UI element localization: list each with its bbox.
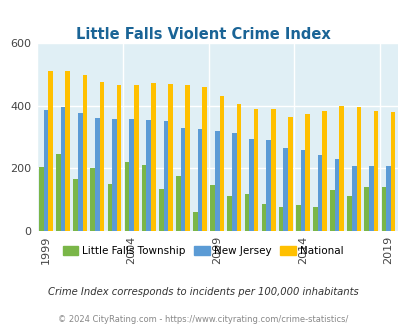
Bar (134, 85, 138, 231)
Bar (151, 83, 155, 231)
Bar (368, 166, 373, 231)
Bar (146, 120, 151, 231)
Bar (210, 184, 214, 231)
Bar (124, 162, 129, 231)
Bar (219, 96, 224, 231)
Bar (317, 155, 322, 231)
Bar (381, 187, 385, 231)
Bar (168, 84, 173, 231)
Bar (351, 166, 356, 231)
Bar (129, 119, 134, 231)
Text: Little Falls Violent Crime Index: Little Falls Violent Crime Index (75, 27, 330, 42)
Bar (244, 194, 249, 231)
Bar (300, 150, 305, 231)
Bar (346, 196, 351, 231)
Bar (305, 114, 309, 231)
Bar (270, 109, 275, 231)
Bar (261, 204, 266, 231)
Text: Crime Index corresponds to incidents per 100,000 inhabitants: Crime Index corresponds to incidents per… (47, 287, 358, 297)
Bar (107, 184, 112, 231)
Text: © 2024 CityRating.com - https://www.cityrating.com/crime-statistics/: © 2024 CityRating.com - https://www.city… (58, 315, 347, 324)
Bar (193, 212, 197, 231)
Bar (202, 87, 207, 231)
Bar (95, 117, 99, 231)
Bar (287, 117, 292, 231)
Bar (364, 187, 368, 231)
Bar (176, 176, 180, 231)
Bar (339, 106, 343, 231)
Bar (117, 85, 121, 231)
Bar (373, 111, 377, 231)
Bar (99, 82, 104, 231)
Bar (44, 110, 48, 231)
Bar (56, 154, 61, 231)
Bar (61, 107, 65, 231)
Bar (278, 208, 283, 231)
Bar (39, 167, 44, 231)
Bar (231, 133, 236, 231)
Bar (329, 190, 334, 231)
Bar (266, 140, 270, 231)
Bar (214, 131, 219, 231)
Bar (48, 71, 53, 231)
Bar (112, 119, 117, 231)
Bar (82, 75, 87, 231)
Bar (180, 128, 185, 231)
Bar (236, 104, 241, 231)
Bar (73, 179, 78, 231)
Bar (312, 208, 317, 231)
Bar (78, 114, 82, 231)
Bar (249, 139, 253, 231)
Bar (185, 85, 190, 231)
Bar (390, 113, 394, 231)
Bar (385, 166, 390, 231)
Bar (163, 121, 168, 231)
Bar (227, 196, 231, 231)
Bar (334, 159, 339, 231)
Bar (158, 189, 163, 231)
Bar (295, 205, 300, 231)
Bar (197, 129, 202, 231)
Bar (65, 71, 70, 231)
Bar (253, 109, 258, 231)
Legend: Little Falls Township, New Jersey, National: Little Falls Township, New Jersey, Natio… (58, 242, 347, 260)
Bar (90, 168, 95, 231)
Bar (356, 107, 360, 231)
Bar (141, 165, 146, 231)
Bar (283, 148, 287, 231)
Bar (322, 111, 326, 231)
